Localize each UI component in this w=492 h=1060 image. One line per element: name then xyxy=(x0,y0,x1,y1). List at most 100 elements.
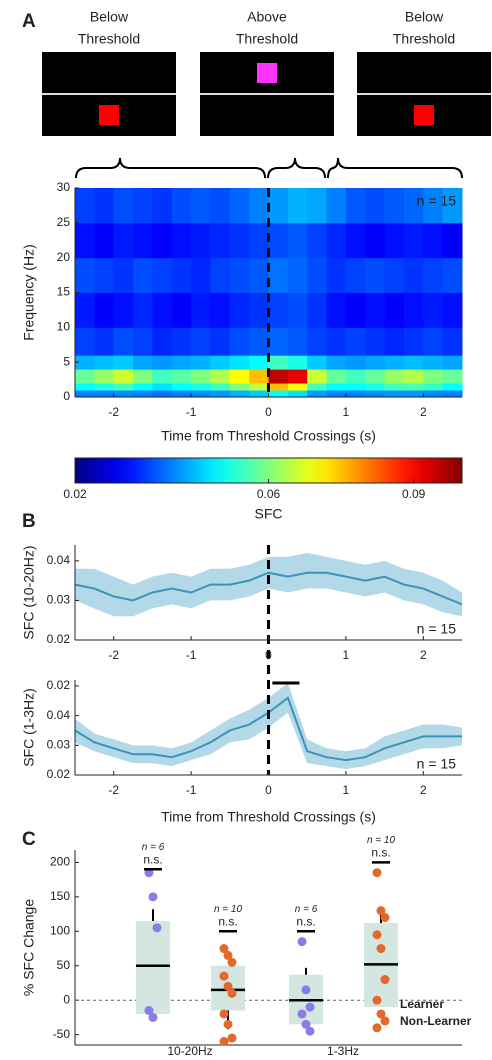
heat-cell xyxy=(307,355,328,370)
data-point xyxy=(144,1006,154,1016)
heat-cell xyxy=(94,355,115,370)
heat-cell xyxy=(210,369,231,384)
y-axis-label: SFC (1-3Hz) xyxy=(21,688,37,767)
y-tick-label: 100 xyxy=(50,923,70,937)
data-point xyxy=(376,944,386,954)
heat-cell xyxy=(171,390,192,398)
heat-cell xyxy=(365,369,386,384)
heat-cell xyxy=(152,369,173,384)
y-tick-label: 0.02 xyxy=(47,767,71,781)
heat-cell xyxy=(307,383,328,391)
heat-cell xyxy=(94,188,115,224)
heat-cell xyxy=(210,292,231,328)
brace xyxy=(75,157,266,179)
heat-cell xyxy=(345,369,366,384)
heat-cell xyxy=(268,188,289,224)
heat-cell xyxy=(133,369,153,384)
heat-cell xyxy=(210,383,231,391)
heat-cell xyxy=(384,257,405,293)
category-label: 10-20Hz xyxy=(167,1044,212,1058)
heat-cell xyxy=(423,222,444,259)
annotation: n = 15 xyxy=(417,756,457,772)
heat-cell xyxy=(268,390,289,398)
heat-cell xyxy=(113,383,134,391)
x-tick-label: -2 xyxy=(108,783,119,797)
heat-cell xyxy=(326,369,347,384)
heat-cell xyxy=(268,222,289,259)
heat-cell xyxy=(345,188,366,224)
data-point xyxy=(223,1019,233,1029)
heat-cell xyxy=(152,257,173,293)
heat-cell xyxy=(133,355,153,370)
data-point xyxy=(227,988,237,998)
heat-cell xyxy=(229,292,250,328)
data-point xyxy=(372,868,382,878)
colorbar xyxy=(74,457,463,484)
y-axis-label: % SFC Change xyxy=(21,899,37,996)
data-point xyxy=(227,957,237,967)
heat-cell xyxy=(249,355,269,370)
heat-cell xyxy=(403,222,424,259)
heat-cell xyxy=(249,383,269,391)
heat-cell xyxy=(133,327,153,356)
n-label: n = 10 xyxy=(367,835,396,846)
heat-cell xyxy=(191,369,211,384)
heat-cell xyxy=(326,327,347,356)
panel-label: A xyxy=(22,11,36,32)
data-point xyxy=(376,906,386,916)
heat-cell xyxy=(442,257,463,293)
heat-cell xyxy=(345,222,366,259)
heat-cell xyxy=(249,222,269,259)
heat-cell xyxy=(403,355,424,370)
x-tick-label: 0 xyxy=(265,648,272,662)
heat-cell xyxy=(152,383,173,391)
heat-cell xyxy=(365,355,386,370)
legend-entry: Non-Learner xyxy=(400,1014,472,1028)
heat-cell xyxy=(268,327,289,356)
data-point xyxy=(219,944,229,954)
heat-cell xyxy=(268,369,289,384)
data-point xyxy=(297,937,307,947)
heat-cell xyxy=(384,369,405,384)
data-point xyxy=(305,1002,315,1012)
heat-cell xyxy=(152,222,173,259)
data-point xyxy=(223,981,233,991)
heat-cell xyxy=(403,327,424,356)
data-point xyxy=(380,1016,390,1026)
heat-cell xyxy=(113,390,134,398)
heat-cell xyxy=(326,188,347,224)
heat-cell xyxy=(326,390,347,398)
y-tick-label: 0 xyxy=(63,992,70,1006)
heat-cell xyxy=(133,257,153,293)
heat-cell xyxy=(113,369,134,384)
heat-cell xyxy=(191,355,211,370)
n-label: n = 6 xyxy=(295,904,318,915)
y-tick-label: 0.03 xyxy=(47,737,71,751)
heat-cell xyxy=(133,383,153,391)
heat-cell xyxy=(403,390,424,398)
heat-cell xyxy=(442,188,463,224)
heat-cell xyxy=(229,390,250,398)
y-tick-label: 0 xyxy=(63,389,70,403)
heat-cell xyxy=(384,188,405,224)
heat-cell xyxy=(210,257,231,293)
heat-cell xyxy=(152,327,173,356)
heat-cell xyxy=(229,257,250,293)
heat-cell xyxy=(326,292,347,328)
y-tick-label: 10 xyxy=(57,320,71,334)
heat-cell xyxy=(442,355,463,370)
x-tick-label: -2 xyxy=(108,405,119,419)
heat-cell xyxy=(75,257,95,293)
heat-cell xyxy=(326,222,347,259)
heat-cell xyxy=(442,390,463,398)
heat-cell xyxy=(384,222,405,259)
heat-cell xyxy=(152,188,173,224)
heat-cell xyxy=(365,390,386,398)
heat-cell xyxy=(365,222,386,259)
heat-cell xyxy=(171,257,192,293)
heat-cell xyxy=(326,383,347,391)
heat-cell xyxy=(384,327,405,356)
screen-label: Above xyxy=(247,9,287,25)
heat-cell xyxy=(75,188,95,224)
screen-label: Threshold xyxy=(236,31,298,47)
